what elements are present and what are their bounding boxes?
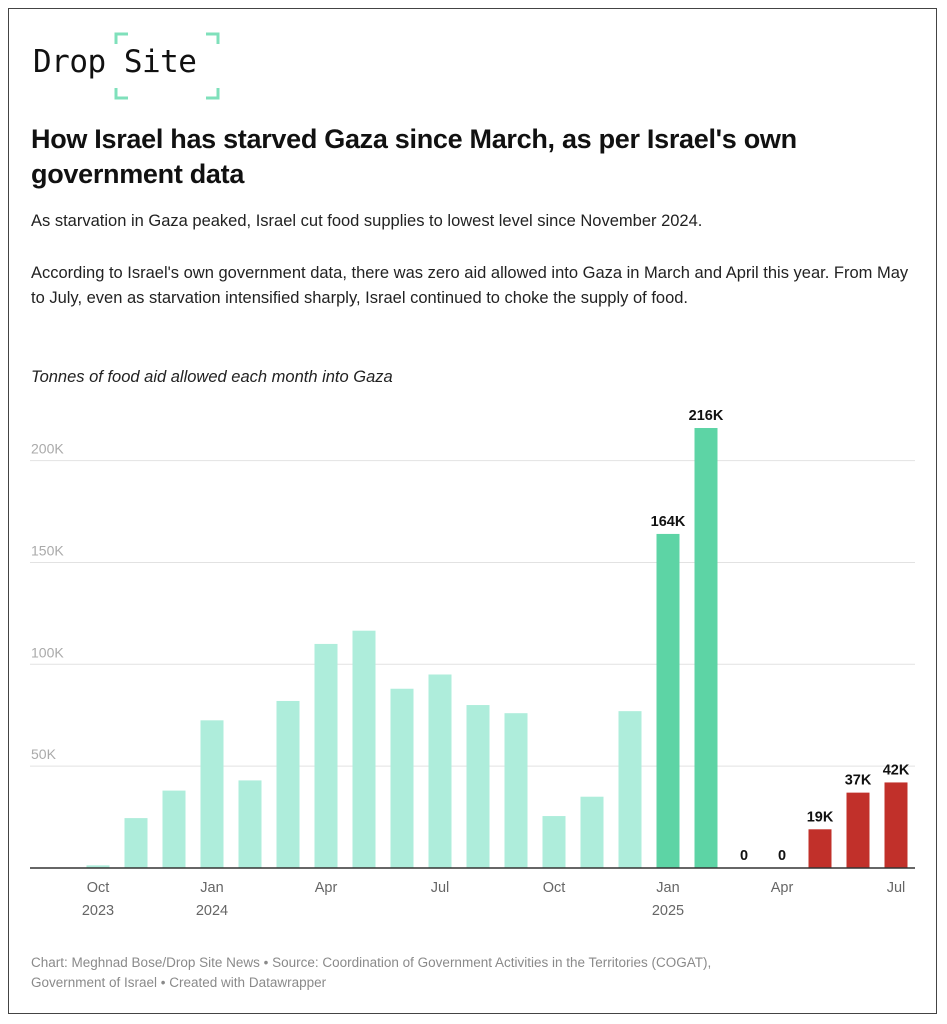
- data-label: 216K: [689, 408, 724, 424]
- y-tick-label: 150K: [31, 542, 64, 558]
- chart-caption: Tonnes of food aid allowed each month in…: [31, 368, 393, 386]
- data-label: 164K: [651, 514, 686, 530]
- bar-apr-2024: [314, 643, 338, 868]
- chart-frame: [8, 8, 937, 1014]
- bar-oct-2024: [542, 816, 566, 868]
- bar-jan-2024: [200, 720, 224, 868]
- chart-description: According to Israel's own government dat…: [31, 264, 909, 307]
- chart-title: How Israel has starved Gaza since March,…: [31, 124, 797, 189]
- bar-oct-2023: [86, 865, 110, 868]
- data-label: 42K: [883, 762, 910, 778]
- logo-brackets-icon: [114, 32, 220, 100]
- logo-text: Drop Site: [33, 44, 197, 80]
- chart-footer: Chart: Meghnad Bose/Drop Site News • Sou…: [31, 953, 921, 993]
- x-tick-label: Jan: [656, 880, 679, 896]
- bar-dec-2023: [162, 790, 186, 868]
- bar-jan-2025: [656, 533, 680, 868]
- x-tick-year-label: 2023: [82, 903, 114, 919]
- data-label: 19K: [807, 809, 834, 825]
- chart-subtitle: As starvation in Gaza peaked, Israel cut…: [31, 212, 703, 230]
- bar-sep-2024: [504, 713, 528, 868]
- y-tick-label: 200K: [31, 441, 64, 457]
- x-tick-year-label: 2025: [652, 903, 684, 919]
- y-tick-label: 100K: [31, 644, 64, 660]
- y-tick-label: 50K: [31, 746, 57, 762]
- x-tick-label: Oct: [87, 880, 110, 896]
- x-tick-label: Apr: [771, 880, 794, 896]
- bar-jun-2025: [846, 792, 870, 868]
- bar-dec-2024: [618, 711, 642, 868]
- data-label: 37K: [845, 773, 872, 789]
- drop-site-logo: Drop Site: [30, 30, 225, 102]
- footer-credit: Chart: Meghnad Bose/Drop Site News • Sou…: [31, 955, 712, 970]
- bar-aug-2024: [466, 705, 490, 868]
- bar-jul-2024: [428, 674, 452, 868]
- x-tick-label: Jan: [200, 880, 223, 896]
- bar-feb-2025: [694, 428, 718, 868]
- x-tick-year-label: 2024: [196, 903, 228, 919]
- data-label: 0: [740, 848, 748, 864]
- bar-jul-2025: [884, 782, 908, 868]
- bar-feb-2024: [238, 780, 262, 868]
- bar-nov-2024: [580, 796, 604, 868]
- x-tick-label: Oct: [543, 880, 566, 896]
- bar-may-2024: [352, 630, 376, 868]
- footer-credit-2: Government of Israel • Created with Data…: [31, 975, 327, 990]
- data-label: 0: [778, 848, 786, 864]
- x-tick-label: Apr: [315, 880, 338, 896]
- bar-may-2025: [808, 829, 832, 868]
- x-tick-label: Jul: [887, 880, 906, 896]
- x-tick-label: Jul: [431, 880, 450, 896]
- bar-mar-2024: [276, 700, 300, 868]
- bar-nov-2023: [124, 818, 148, 868]
- bar-jun-2024: [390, 688, 414, 868]
